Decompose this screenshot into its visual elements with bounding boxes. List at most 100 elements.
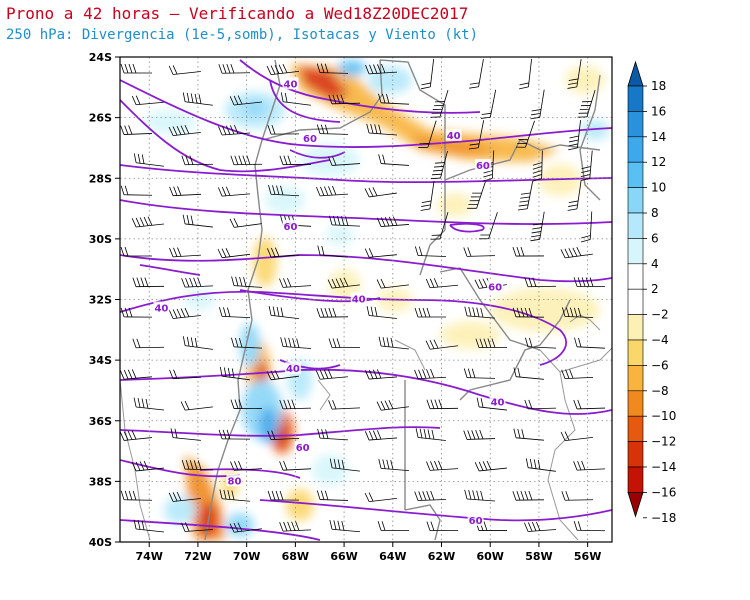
wind-barb xyxy=(182,336,213,350)
wind-barb xyxy=(560,247,593,259)
wind-barb xyxy=(182,214,213,228)
map-title: Prono a 42 horas – Verificando a Wed18Z2… xyxy=(6,4,469,23)
wind-barb xyxy=(328,338,361,348)
wind-barb xyxy=(365,430,397,441)
wind-barb xyxy=(463,247,496,257)
lon-label: 72W xyxy=(184,550,211,563)
wind-barb xyxy=(120,185,153,196)
wind-barb xyxy=(267,247,299,258)
colorbar-swatch xyxy=(627,390,644,417)
wind-barb xyxy=(463,368,496,379)
wind-barb xyxy=(329,519,360,533)
wind-barb xyxy=(463,429,496,440)
isotach-label-bg xyxy=(301,131,318,144)
isotach-label-bg xyxy=(284,362,301,375)
colorbar-label: 16 xyxy=(651,104,666,118)
map-subtitle: 250 hPa: Divergencia (1e-5,somb), Isotac… xyxy=(6,27,479,43)
wind-barb xyxy=(513,428,544,441)
wind-barb xyxy=(316,124,349,135)
colorbar-swatch xyxy=(627,466,644,493)
wind-barb xyxy=(133,153,164,167)
wind-barb xyxy=(573,277,606,288)
wind-barb xyxy=(317,245,348,258)
wind-barb xyxy=(229,95,262,106)
wind-barb xyxy=(180,400,213,411)
wind-barb xyxy=(231,337,263,349)
wind-barb xyxy=(414,490,447,501)
colorbar-arrow-bottom xyxy=(627,491,644,518)
wind-barb xyxy=(280,337,311,349)
wind-barb xyxy=(366,306,397,319)
wind-barb xyxy=(219,307,251,319)
lat-label: 24S xyxy=(89,51,112,64)
isotach-label-bg xyxy=(467,513,484,526)
wind-barb xyxy=(378,93,410,105)
wind-barb xyxy=(279,277,311,288)
wind-barb xyxy=(426,399,459,410)
wind-barb xyxy=(120,430,152,441)
wind-barb xyxy=(415,428,446,441)
wind-barb xyxy=(266,370,299,381)
wind-barb xyxy=(279,399,312,410)
lon-label: 60W xyxy=(476,550,503,563)
lat-label: 28S xyxy=(89,172,112,185)
wind-barb xyxy=(474,460,507,472)
wind-barb xyxy=(230,155,263,166)
wind-barb xyxy=(377,521,410,532)
colorbar-swatch xyxy=(627,288,644,315)
wind-barb xyxy=(577,89,596,118)
wind-barb xyxy=(573,399,606,410)
wind-barb xyxy=(414,307,447,318)
wind-barb xyxy=(267,490,300,501)
wind-barb xyxy=(567,59,582,89)
wind-barb xyxy=(376,278,409,289)
wind-barb xyxy=(182,92,213,106)
wind-barb xyxy=(524,277,557,288)
isotach-label-bg xyxy=(282,219,299,232)
wind-barb xyxy=(480,89,497,119)
lat-label: 36S xyxy=(89,415,112,428)
lon-label: 58W xyxy=(525,550,552,563)
isotach-label: 60 xyxy=(469,516,483,527)
wind-barb xyxy=(475,338,508,349)
wind-barb xyxy=(430,211,449,240)
isotach-label: 80 xyxy=(228,476,242,487)
isotach-labels: 40 40 60 60 60 60 40 40 40 40 60 80 60 xyxy=(153,77,506,527)
colorbar-swatch xyxy=(627,339,644,366)
colorbar-swatch xyxy=(627,365,644,392)
lon-label: 56W xyxy=(574,550,601,563)
lat-label: 32S xyxy=(89,294,112,307)
wind-barb xyxy=(376,400,409,411)
wind-barb xyxy=(219,366,250,381)
wind-barb xyxy=(169,247,201,258)
wind-barb xyxy=(120,369,152,380)
wind-barb xyxy=(231,276,262,288)
wind-barb xyxy=(181,155,214,166)
wind-barb xyxy=(378,459,409,472)
wind-barb xyxy=(266,64,299,76)
colorbar-swatch xyxy=(627,415,644,442)
colorbar-label: 4 xyxy=(651,257,659,271)
wind-barb xyxy=(328,94,361,105)
wind-barb xyxy=(267,124,300,135)
colorbar-swatch xyxy=(627,441,644,468)
isotach-label-bg xyxy=(282,77,299,90)
wind-barb xyxy=(169,369,202,380)
colorbar-label: 6 xyxy=(651,231,659,245)
wind-barb xyxy=(267,430,300,441)
wind-barb xyxy=(519,59,532,90)
wind-barb xyxy=(229,522,262,533)
lat-label: 30S xyxy=(89,233,112,246)
latitude-labels: 24S 26S 28S 30S 32S 34S 36S 38S 40S xyxy=(89,51,120,549)
isotach-label: 60 xyxy=(296,443,310,454)
colorbar-label: 2 xyxy=(651,282,659,296)
colorbar-label: −18 xyxy=(651,511,676,525)
wind-barb xyxy=(316,490,349,501)
wind-barb xyxy=(430,89,449,118)
wind-barb xyxy=(120,63,153,74)
wind-barb xyxy=(218,124,250,136)
colorbar-arrow-top xyxy=(627,60,644,87)
colorbar-swatch xyxy=(627,161,644,188)
wind-barb xyxy=(560,431,593,442)
isotach-label-bg xyxy=(474,159,491,172)
